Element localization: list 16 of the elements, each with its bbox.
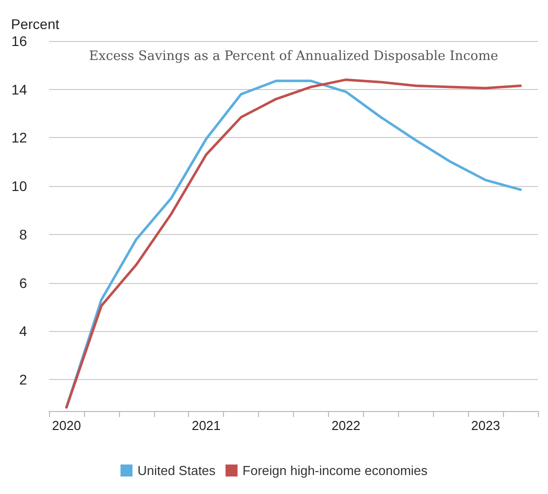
text: Excess Savings as a Percent of Annualized Disposable Income: [89, 49, 499, 64]
x-tick-label: 2022: [331, 418, 360, 433]
y-tick-label: 2: [19, 372, 28, 388]
legend-label: Foreign high-income economies: [242, 463, 428, 478]
y-tick-label: 10: [11, 178, 28, 194]
y-tick-label: 8: [19, 226, 28, 242]
x-tick-label: 2020: [52, 418, 81, 433]
y-tick-label: 16: [11, 33, 28, 49]
y-tick-label: 12: [11, 130, 28, 146]
x-tick-label: 2023: [471, 418, 500, 433]
y-axis-title: Percent: [11, 16, 60, 32]
y-tick-label: 6: [19, 274, 28, 291]
y-tick-label: 14: [11, 81, 28, 98]
x-tick-label: 2021: [192, 418, 221, 433]
legend-label: United States: [137, 463, 216, 478]
y-tick-label: 4: [19, 323, 28, 340]
